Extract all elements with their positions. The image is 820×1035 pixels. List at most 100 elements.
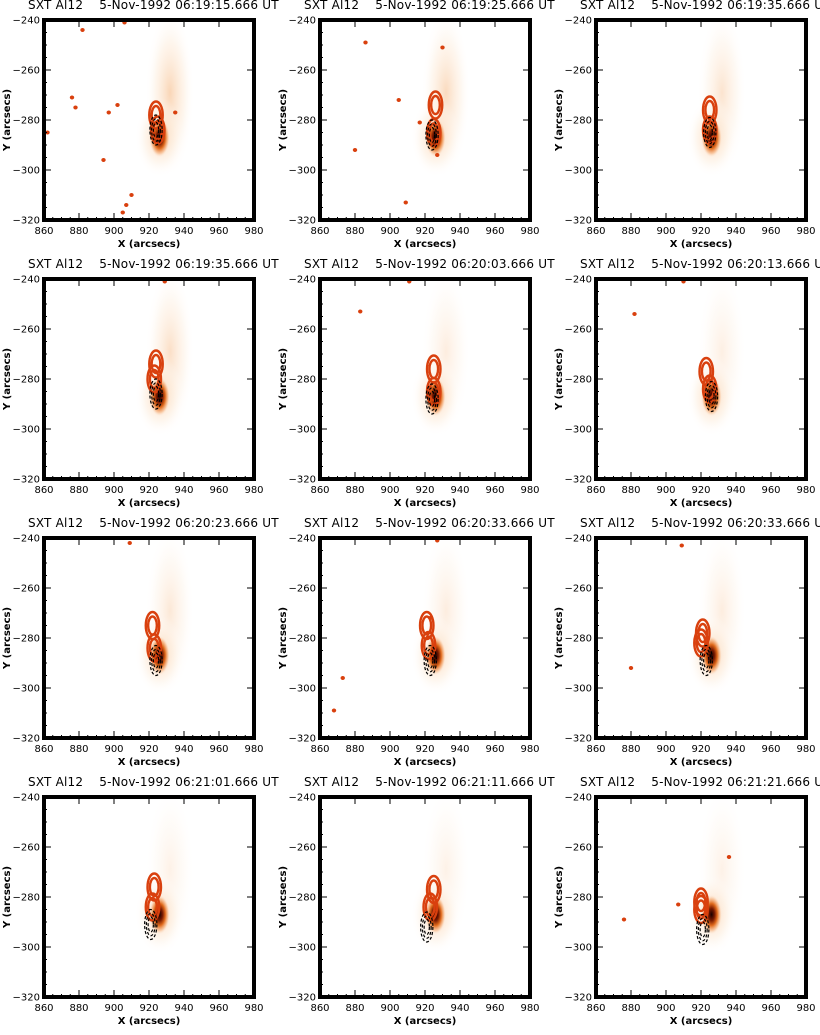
contour-speck bbox=[435, 153, 440, 157]
sxt-panel-2: SXT Al12 5-Nov-1992 06:19:25.666 UT 860 88… bbox=[276, 0, 555, 258]
panel-title: SXT Al12 5-Nov-1992 06:20:23.666 UT bbox=[28, 516, 279, 530]
contour-speck bbox=[106, 110, 111, 115]
image-layer bbox=[45, 13, 195, 215]
panel-plot: 860 880 900 920 940 960 980 −240 −260 −280 −300 −32… bbox=[2, 793, 264, 1028]
x-tick-label: 960 bbox=[485, 1003, 504, 1014]
y-tick-label: −280 bbox=[565, 375, 592, 386]
x-tick-label: 900 bbox=[104, 1003, 123, 1014]
x-tick-label: 900 bbox=[656, 226, 675, 237]
red-contour bbox=[144, 892, 161, 922]
x-tick-label: 860 bbox=[34, 744, 53, 755]
x-tick-label: 900 bbox=[656, 1003, 675, 1014]
x-tick-label: 880 bbox=[69, 485, 88, 496]
contour-speck bbox=[632, 312, 637, 316]
red-contour bbox=[150, 104, 162, 126]
x-tick-label: 980 bbox=[796, 485, 815, 496]
x-tick-label: 900 bbox=[656, 744, 675, 755]
black-contour bbox=[427, 387, 437, 411]
x-axis-label: X (arcsecs) bbox=[394, 239, 457, 250]
y-tick-label: −320 bbox=[13, 216, 40, 227]
y-tick-label: −260 bbox=[565, 584, 592, 595]
contour-speck bbox=[340, 676, 345, 680]
y-tick-label: −300 bbox=[565, 684, 592, 695]
y-tick-label: −260 bbox=[13, 584, 40, 595]
y-tick-label: −300 bbox=[13, 943, 40, 954]
x-axis-label: X (arcsecs) bbox=[670, 498, 733, 509]
x-tick-label: 880 bbox=[621, 226, 640, 237]
x-tick-label: 980 bbox=[520, 485, 539, 496]
black-contour bbox=[423, 918, 430, 936]
x-tick-label: 880 bbox=[621, 744, 640, 755]
black-contour bbox=[428, 126, 436, 144]
x-tick-label: 960 bbox=[485, 226, 504, 237]
y-tick-label: −320 bbox=[13, 475, 40, 486]
x-tick-label: 940 bbox=[726, 226, 745, 237]
image-layer bbox=[687, 20, 747, 178]
x-tick-label: 900 bbox=[380, 485, 399, 496]
contour-speck bbox=[166, 13, 170, 17]
red-contour bbox=[701, 95, 718, 125]
x-tick-label: 940 bbox=[174, 485, 193, 496]
y-tick-label: −320 bbox=[289, 216, 316, 227]
x-tick-label: 900 bbox=[104, 226, 123, 237]
x-tick-label: 920 bbox=[139, 226, 158, 237]
y-tick-label: −300 bbox=[289, 943, 316, 954]
panel-title: SXT Al12 5-Nov-1992 06:20:33.666 UT bbox=[580, 516, 820, 530]
contour-speck bbox=[129, 193, 134, 197]
panel-plot: 860 880 900 920 940 960 980 −240 −260 −280 −300 −32… bbox=[278, 275, 540, 510]
image-layer bbox=[358, 279, 471, 437]
x-axis-label: X (arcsecs) bbox=[670, 239, 733, 250]
black-contour bbox=[703, 116, 717, 149]
y-tick-label: −240 bbox=[13, 275, 40, 286]
black-contour bbox=[706, 124, 713, 141]
x-tick-label: 880 bbox=[621, 1003, 640, 1014]
y-tick-label: −320 bbox=[565, 993, 592, 1004]
black-contour bbox=[151, 648, 161, 673]
x-tick-label: 940 bbox=[726, 744, 745, 755]
y-tick-label: −300 bbox=[289, 684, 316, 695]
contour-speck bbox=[80, 28, 85, 32]
x-tick-label: 980 bbox=[244, 226, 263, 237]
y-tick-label: −260 bbox=[13, 325, 40, 336]
panel-plot: 860 880 900 920 940 960 980 −240 −260 −280 −300 −32… bbox=[554, 275, 816, 510]
black-contour bbox=[151, 382, 161, 406]
contour-speck bbox=[676, 902, 681, 907]
panel-title: SXT Al12 5-Nov-1992 06:19:15.666 UT bbox=[28, 0, 279, 12]
x-tick-label: 960 bbox=[209, 485, 228, 496]
red-contour bbox=[697, 622, 709, 644]
x-tick-label: 980 bbox=[796, 226, 815, 237]
image-layer bbox=[628, 538, 747, 696]
x-axis-label: X (arcsecs) bbox=[670, 1016, 733, 1027]
black-contour bbox=[425, 119, 439, 151]
y-tick-label: −280 bbox=[13, 375, 40, 386]
contour-speck bbox=[69, 95, 75, 100]
y-tick-label: −280 bbox=[565, 634, 592, 645]
x-tick-label: 860 bbox=[310, 485, 329, 496]
red-contour bbox=[693, 894, 709, 925]
y-tick-label: −280 bbox=[13, 116, 40, 127]
y-tick-label: −240 bbox=[289, 793, 316, 804]
x-tick-label: 980 bbox=[520, 744, 539, 755]
contour-speck bbox=[124, 203, 129, 207]
black-contour bbox=[149, 644, 163, 677]
y-tick-label: −260 bbox=[13, 66, 40, 77]
x-tick-label: 940 bbox=[174, 744, 193, 755]
x-tick-label: 860 bbox=[586, 1003, 605, 1014]
x-tick-label: 980 bbox=[520, 1003, 539, 1014]
y-axis-label: Y (arcsecs) bbox=[278, 89, 289, 152]
y-tick-label: −300 bbox=[565, 425, 592, 436]
panel-title: SXT Al12 5-Nov-1992 06:19:35.666 UT bbox=[28, 257, 279, 271]
y-tick-label: −240 bbox=[289, 534, 316, 545]
x-tick-label: 880 bbox=[345, 485, 364, 496]
y-tick-label: −240 bbox=[13, 793, 40, 804]
y-axis-label: Y (arcsecs) bbox=[2, 348, 13, 411]
x-tick-label: 960 bbox=[485, 485, 504, 496]
y-tick-label: −240 bbox=[565, 534, 592, 545]
black-contour bbox=[427, 123, 437, 147]
contour-speck bbox=[45, 130, 50, 135]
y-axis-label: Y (arcsecs) bbox=[2, 866, 13, 929]
x-tick-label: 920 bbox=[139, 744, 158, 755]
panel-title: SXT Al12 5-Nov-1992 06:20:03.666 UT bbox=[304, 257, 555, 271]
x-tick-label: 920 bbox=[415, 744, 434, 755]
x-tick-label: 960 bbox=[209, 1003, 228, 1014]
